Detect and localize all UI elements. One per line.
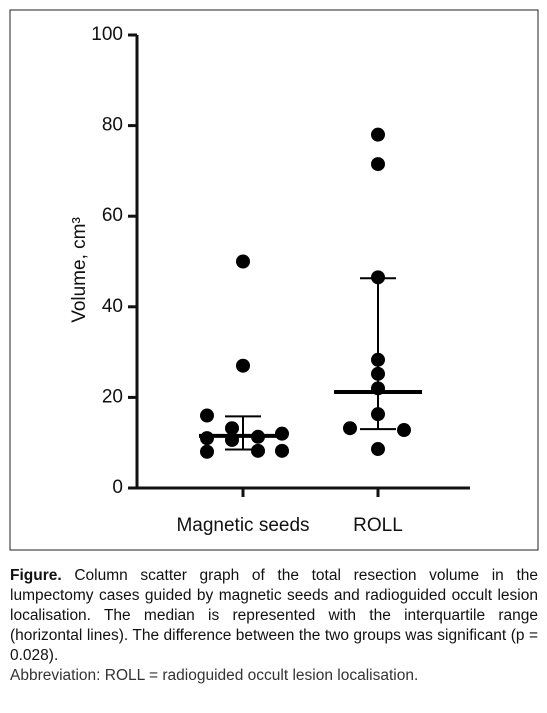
- point: [200, 444, 214, 459]
- point: [236, 358, 250, 373]
- caption-label: Figure.: [10, 567, 62, 584]
- point: [225, 421, 239, 436]
- y-tick-label: 0: [112, 477, 123, 498]
- frame: [9, 9, 539, 551]
- y-tick-label: 40: [102, 296, 123, 317]
- point: [275, 426, 289, 441]
- y-tick-label: 80: [102, 115, 123, 136]
- point: [200, 431, 214, 446]
- x-tick-label: Magnetic seeds: [176, 515, 309, 536]
- point: [371, 157, 385, 172]
- chart: Volume, cm³ 0 20 40 60 80 100 Magnetic seeds RO…: [9, 9, 539, 551]
- y-tick-label: 20: [102, 386, 123, 407]
- point: [236, 254, 250, 269]
- abbreviation: Abbreviation: ROLL = radioguided occult …: [10, 667, 419, 684]
- point: [200, 408, 214, 423]
- point: [343, 421, 357, 436]
- y-axis-label: Volume, cm³: [69, 217, 90, 323]
- x-tick-label: ROLL: [353, 515, 403, 536]
- point: [371, 127, 385, 142]
- point: [371, 442, 385, 457]
- point: [251, 443, 265, 458]
- point: [275, 443, 289, 458]
- y-tick-label: 60: [102, 205, 123, 226]
- caption-text: Column scatter graph of the total resect…: [10, 567, 538, 664]
- y-tick-label: 100: [91, 24, 123, 45]
- point: [397, 423, 411, 438]
- caption: Figure. Column scatter graph of the tota…: [10, 566, 538, 686]
